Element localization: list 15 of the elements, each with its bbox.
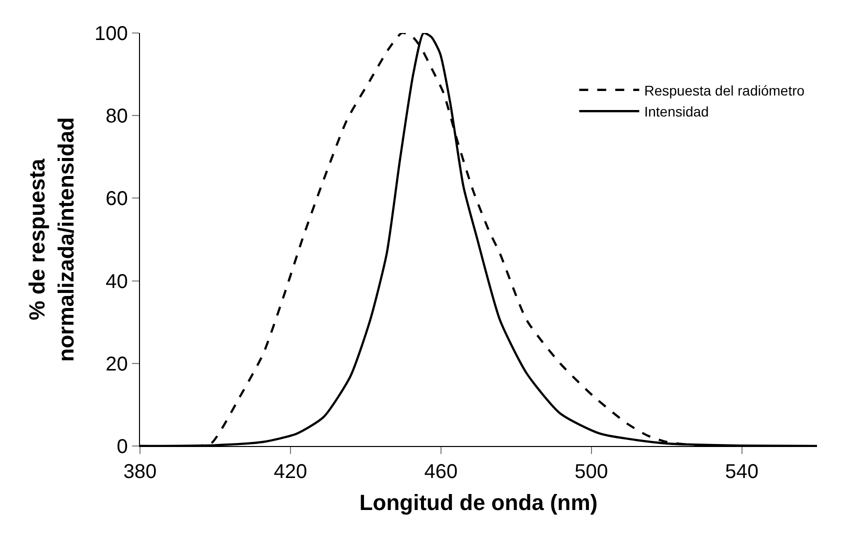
x-tick-label: 540	[725, 461, 758, 484]
x-tick-label: 500	[574, 461, 608, 484]
x-tick-label: 380	[123, 461, 157, 484]
legend-label: Respuesta del radiómetro	[644, 82, 805, 98]
y-axis-title: % de respuesta normalizada/intensidad	[24, 117, 78, 362]
x-tick-label: 420	[274, 461, 308, 484]
y-tick-label: 60	[106, 188, 128, 210]
y-tick-label: 100	[94, 23, 128, 45]
x-tick-label: 460	[424, 461, 458, 484]
x-axis-title: Longitud de onda (nm)	[359, 490, 598, 515]
y-tick-label: 0	[116, 436, 128, 458]
y-tick-label: 40	[106, 270, 128, 293]
legend-label: Intensidad	[644, 104, 709, 120]
y-tick-label: 20	[106, 353, 128, 376]
y-tick-label: 80	[106, 106, 128, 128]
